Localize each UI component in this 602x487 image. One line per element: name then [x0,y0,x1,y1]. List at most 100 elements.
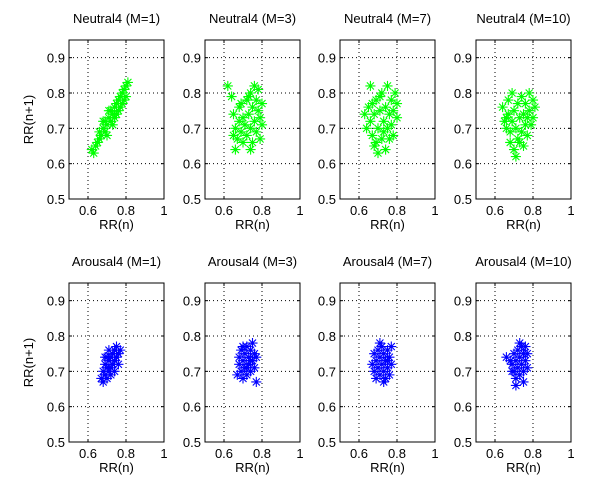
data-point [119,84,130,95]
x-axis-label: RR(n) [235,460,270,475]
x-tick-label: 0.8 [388,203,406,218]
data-point [236,366,247,377]
data-point [365,116,376,127]
data-point [508,348,520,359]
data-point [520,119,531,130]
data-point [243,352,254,363]
data-point [253,105,264,116]
subplot-title: Arousal4 (M=3) [208,254,297,269]
data-point [380,102,391,113]
data-point [384,133,395,144]
x-tick-label: 1 [567,203,574,218]
data-point [100,126,111,137]
x-tick-label: 1 [431,446,438,461]
x-tick-label: 0.6 [350,203,368,218]
data-point [508,144,520,155]
data-point [113,359,124,370]
x-axis-label: RR(n) [370,217,405,232]
data-point [507,116,518,127]
data-point [109,366,120,377]
x-tick-label: 0.8 [524,446,542,461]
data-point [518,140,529,152]
subplot-title: Arousal4 (M=1) [72,254,161,269]
subplot-title: Neutral4 (M=1) [73,11,160,26]
data-point [243,359,254,370]
x-tick-label: 0.6 [486,203,504,218]
data-point [236,98,247,109]
data-point [103,355,114,366]
data-point [119,95,130,106]
data-point [378,126,389,137]
y-tick-label: 0.9 [47,51,65,66]
data-point [256,119,268,130]
data-point [382,362,393,373]
y-tick-label: 0.8 [47,329,65,344]
x-tick-label: 0.6 [350,446,368,461]
data-point [98,116,109,127]
data-point [371,95,382,106]
data-point [371,355,382,366]
data-point [505,137,516,148]
data-point [499,116,510,127]
data-point [111,109,122,120]
data-point [520,341,531,352]
data-point [232,369,243,380]
data-point [516,126,527,137]
data-point [508,105,520,116]
data-point [103,112,114,123]
x-tick-label: 0.8 [117,446,135,461]
y-tick-label: 0.5 [318,435,336,450]
data-point [249,116,260,127]
x-tick-label: 0.6 [486,446,504,461]
x-tick-label: 1 [567,446,574,461]
subplot-3: 0.6 0.8 1 0.5 0.6 0.7 0.8 0.9 Neutral4 (M=7) RR(n… [318,11,439,232]
y-tick-label: 0.6 [47,400,65,415]
data-point [230,144,241,155]
data-point [111,98,122,109]
data-point [113,348,124,359]
data-point [122,77,133,88]
subplot-6: 0.6 0.8 1 0.5 0.6 0.7 0.8 0.9 Arousal4 (M=3) RR(n… [183,254,304,475]
y-tick-label: 0.7 [454,121,472,136]
data-point [391,112,403,123]
data-point [234,359,245,370]
data-point [247,102,258,113]
data-point [237,137,249,148]
y-tick-label: 0.6 [318,157,336,172]
data-point [251,95,262,106]
x-tick-label: 0.8 [253,203,271,218]
y-tick-label: 0.8 [318,329,336,344]
data-point [514,369,525,380]
data-point [253,84,264,95]
y-tick-label: 0.8 [454,86,472,101]
y-tick-label: 0.7 [454,364,472,379]
data-point [94,126,105,137]
data-point [111,341,122,352]
y-tick-label: 0.5 [183,435,201,450]
y-tick-label: 0.7 [318,121,336,136]
subplot-1: 0.6 0.8 1 0.5 0.6 0.7 0.8 0.9 Neutral4 (M=1) RR(n… [21,11,168,232]
data-point [103,366,114,377]
y-tick-label: 0.8 [454,329,472,344]
data-point [251,376,262,387]
data-point [236,126,247,137]
data-point [245,345,256,356]
y-tick-label: 0.5 [183,192,201,207]
data-point [376,133,387,144]
data-point [101,373,113,384]
data-point [107,359,118,370]
data-point [501,352,512,363]
data-point [526,119,537,130]
data-point [245,355,256,366]
data-point [514,137,525,148]
y-tick-label: 0.9 [454,294,472,309]
x-tick-label: 0.6 [215,203,233,218]
data-point [507,87,518,99]
data-point [96,130,107,141]
data-point [503,109,514,120]
data-point [507,359,518,370]
y-tick-label: 0.9 [318,51,336,66]
y-tick-label: 0.7 [47,121,65,136]
data-point [380,373,391,384]
data-point [100,352,111,363]
